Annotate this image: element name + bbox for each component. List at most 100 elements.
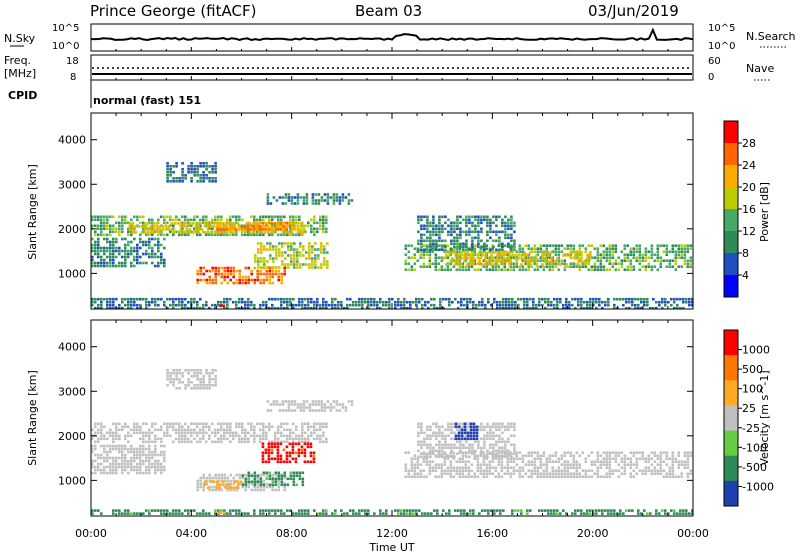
- cell: [425, 475, 429, 478]
- cell: [412, 512, 415, 515]
- cell: [441, 425, 444, 429]
- cell: [312, 454, 316, 458]
- cell: [292, 224, 295, 228]
- cell: [146, 222, 150, 225]
- cell: [157, 428, 160, 432]
- cell: [447, 233, 450, 237]
- cell: [130, 246, 133, 250]
- cell: [115, 255, 118, 259]
- cell: [193, 384, 196, 387]
- cell: [437, 268, 441, 271]
- cell: [97, 422, 100, 426]
- cell: [106, 450, 109, 454]
- cell: [632, 475, 636, 478]
- cell: [590, 268, 594, 271]
- cell: [391, 297, 394, 301]
- cell: [453, 455, 456, 459]
- cell: [476, 469, 480, 472]
- cell: [421, 303, 424, 307]
- cell: [214, 369, 217, 372]
- cell: [500, 475, 504, 478]
- cell: [258, 225, 261, 228]
- cell: [453, 446, 456, 450]
- cell: [293, 266, 296, 269]
- cell: [259, 509, 262, 512]
- cell: [623, 457, 627, 460]
- cell: [554, 253, 558, 256]
- cell: [450, 449, 453, 453]
- cell: [514, 300, 517, 304]
- cell: [283, 440, 286, 444]
- cell: [257, 231, 261, 234]
- cell: [629, 472, 633, 475]
- cell: [289, 297, 292, 301]
- cell: [244, 300, 247, 304]
- cell: [215, 483, 219, 486]
- cell: [510, 422, 513, 426]
- cell: [268, 266, 271, 270]
- ytick-label: 4000: [58, 341, 86, 354]
- cell: [557, 466, 561, 469]
- cell: [492, 437, 495, 441]
- cell: [214, 384, 217, 387]
- cell: [644, 253, 648, 256]
- cell: [311, 260, 314, 263]
- cell: [677, 475, 681, 478]
- cell: [441, 437, 444, 441]
- cell: [438, 236, 441, 240]
- cell: [190, 171, 193, 174]
- cell: [439, 306, 442, 310]
- cell: [677, 466, 681, 469]
- cell: [208, 275, 211, 279]
- cell: [686, 466, 690, 469]
- cell: [509, 265, 513, 268]
- cell: [492, 215, 495, 219]
- cell: [429, 449, 432, 453]
- cell: [271, 266, 274, 270]
- cell: [311, 251, 314, 254]
- cell: [426, 218, 429, 222]
- cell: [289, 215, 292, 219]
- cell: [277, 275, 280, 279]
- cell: [118, 246, 121, 250]
- cell: [202, 215, 205, 219]
- cell: [347, 199, 351, 202]
- cell: [665, 451, 669, 454]
- cell: [91, 261, 94, 265]
- cell: [196, 369, 199, 372]
- cell: [577, 251, 580, 254]
- cell: [501, 425, 504, 429]
- cell: [683, 454, 687, 457]
- cell: [309, 454, 313, 458]
- cell: [305, 257, 308, 260]
- cell: [483, 455, 486, 459]
- cell: [671, 457, 675, 460]
- cell: [474, 227, 477, 231]
- cell: [273, 442, 277, 446]
- cell: [94, 444, 97, 448]
- cell: [467, 469, 471, 472]
- cell: [617, 475, 621, 478]
- cell: [181, 375, 184, 378]
- cell: [112, 447, 115, 451]
- cell: [290, 400, 294, 403]
- cell: [468, 434, 471, 438]
- cell: [106, 444, 109, 448]
- cell: [214, 269, 217, 273]
- cell: [311, 202, 315, 205]
- cell: [638, 244, 642, 247]
- cell: [507, 440, 510, 444]
- cell: [266, 266, 269, 269]
- cell: [511, 303, 514, 307]
- cell: [217, 272, 220, 276]
- cell: [238, 512, 241, 515]
- cell: [287, 199, 291, 202]
- cell: [202, 473, 205, 477]
- cell: [145, 422, 148, 426]
- cell: [472, 509, 475, 512]
- cell: [533, 244, 537, 247]
- cell: [277, 474, 281, 478]
- cell: [118, 509, 121, 512]
- cell: [563, 469, 567, 472]
- cell: [292, 297, 295, 301]
